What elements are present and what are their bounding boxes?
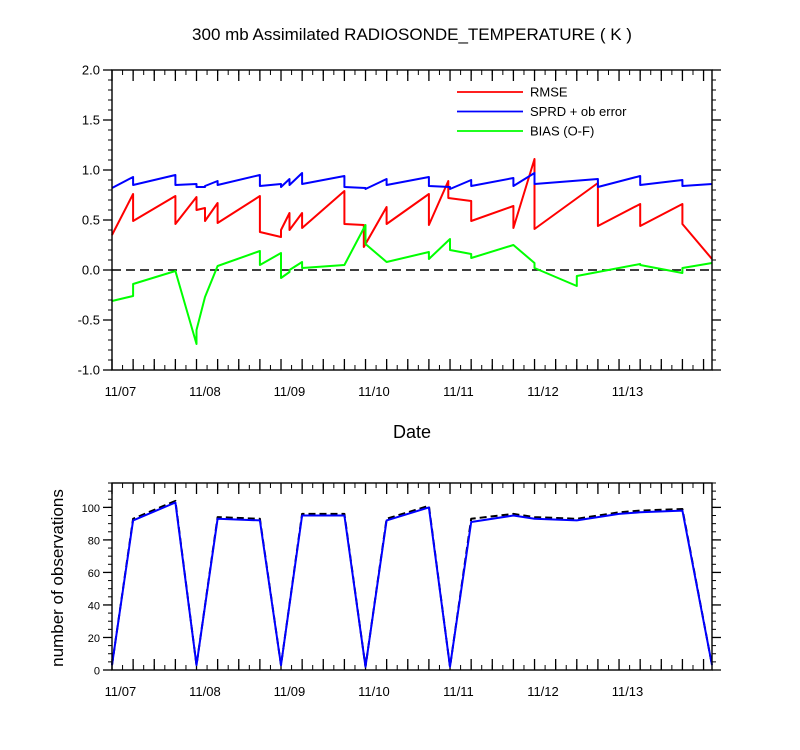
top-plot-frame [111, 69, 713, 371]
x-tick-label: 11/12 [527, 384, 559, 399]
y-tick-label: 80 [88, 535, 100, 547]
x-tick-label: 11/10 [358, 384, 390, 399]
x-tick-label: 11/13 [612, 684, 644, 699]
y-tick-label: 1.5 [82, 113, 100, 128]
x-tick-label: 11/09 [274, 384, 306, 399]
bottom-axes: 11/07 11/08 11/09 11/10 11/11 11/12 11/13 0 20 40… [82, 482, 721, 699]
y-tick-label: 2.0 [82, 63, 100, 78]
y-tick-label: -0.5 [78, 313, 100, 328]
y-tick-label: 100 [82, 503, 100, 515]
x-tick-label: 11/08 [189, 684, 221, 699]
y-tick-label: 60 [88, 568, 100, 580]
top-series-group [111, 158, 713, 345]
y-tick-label: 40 [88, 600, 100, 612]
x-tick-label: 11/10 [358, 684, 390, 699]
bottom-plot: number of observations 11/07 11/08 11/09 11… [48, 482, 721, 699]
series-line-bias-o-f [111, 224, 713, 345]
bottom-plot-frame [111, 482, 713, 671]
x-tick-label: 11/11 [443, 384, 474, 399]
y-axis-label: number of observations [48, 489, 67, 667]
x-tick-label: 11/08 [189, 384, 221, 399]
y-tick-label: -1.0 [78, 363, 100, 378]
top-plot: 300 mb Assimilated RADIOSONDE_TEMPERATUR… [78, 25, 721, 442]
legend-label: RMSE [530, 85, 568, 100]
y-tick-label: 0.5 [82, 213, 100, 228]
x-tick-label: 11/12 [527, 684, 559, 699]
y-tick-label: 0 [94, 666, 100, 678]
legend-label: BIAS (O-F) [530, 124, 594, 139]
series-line-sprd-ob-error [111, 172, 713, 190]
x-tick-label: 11/09 [274, 684, 306, 699]
y-tick-label: 1.0 [82, 163, 100, 178]
x-tick-label: 11/13 [612, 384, 644, 399]
y-tick-label: 0.0 [82, 263, 100, 278]
bottom-series-group [111, 499, 713, 668]
legend: RMSE SPRD + ob error BIAS (O-F) [457, 85, 627, 139]
y-tick-label: 20 [88, 633, 100, 645]
x-tick-label: 11/07 [105, 684, 137, 699]
chart-title: 300 mb Assimilated RADIOSONDE_TEMPERATUR… [192, 25, 632, 44]
legend-label: SPRD + ob error [530, 104, 627, 119]
x-axis-label: Date [393, 422, 431, 442]
top-axes: 11/07 11/08 11/09 11/10 11/11 11/12 11/13 -1.0 -… [78, 63, 721, 399]
series-line-rmse [111, 158, 713, 260]
series-line-observations-used [111, 501, 713, 668]
x-tick-label: 11/07 [105, 384, 137, 399]
x-tick-label: 11/11 [443, 684, 474, 699]
series-line-observations-possible [111, 499, 713, 668]
